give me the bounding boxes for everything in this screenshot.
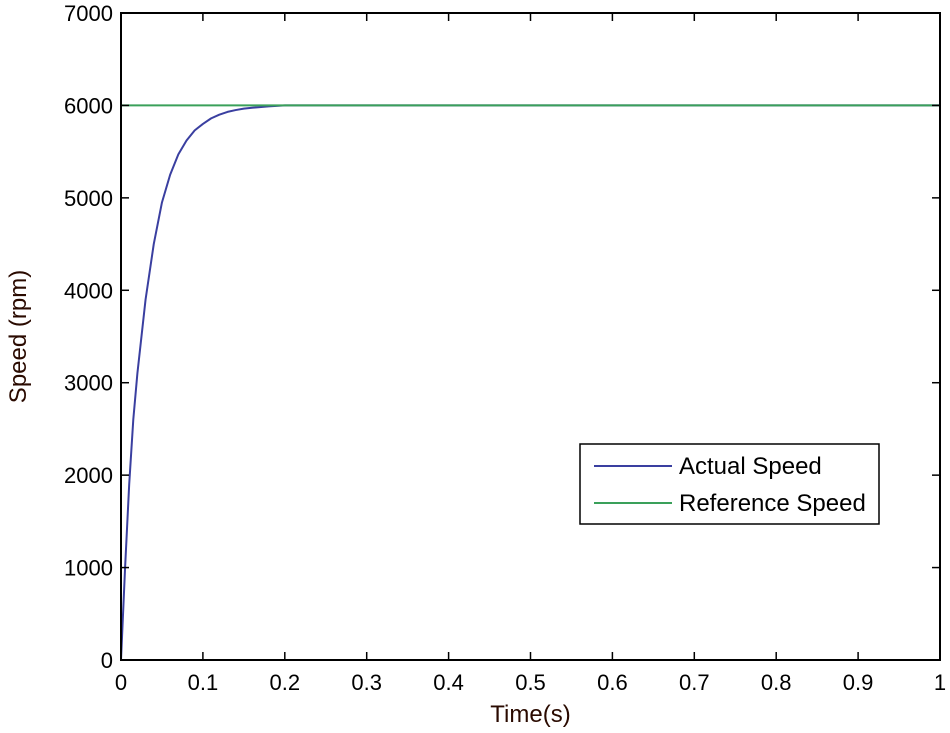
y-tick-label: 3000 bbox=[64, 371, 113, 396]
x-tick-label: 0.4 bbox=[433, 670, 464, 695]
y-tick-label: 0 bbox=[101, 648, 113, 673]
y-tick-label: 5000 bbox=[64, 186, 113, 211]
y-axis-label: Speed (rpm) bbox=[5, 270, 32, 403]
y-tick-label: 7000 bbox=[64, 1, 113, 26]
x-tick-label: 0.3 bbox=[351, 670, 382, 695]
x-tick-label: 1 bbox=[934, 670, 946, 695]
y-tick-label: 4000 bbox=[64, 278, 113, 303]
x-tick-label: 0.5 bbox=[515, 670, 546, 695]
x-tick-label: 0 bbox=[115, 670, 127, 695]
legend: Actual Speed Reference Speed bbox=[579, 443, 880, 525]
series-layer bbox=[120, 104, 941, 661]
x-tick-label: 0.1 bbox=[188, 670, 219, 695]
legend-label: Reference Speed bbox=[679, 490, 866, 517]
series-line-actual-speed bbox=[120, 104, 941, 661]
ticks-layer: 0 0.1 0.2 0.3 0.4 0.5 0.6 0.7 0.8 0.9 1 0 1000 2000 30… bbox=[64, 1, 946, 695]
legend-box bbox=[579, 443, 880, 525]
y-tick-label: 6000 bbox=[64, 93, 113, 118]
x-tick-label: 0.9 bbox=[843, 670, 874, 695]
x-tick-label: 0.7 bbox=[679, 670, 710, 695]
x-tick-label: 0.6 bbox=[597, 670, 628, 695]
y-tick-label: 1000 bbox=[64, 556, 113, 581]
x-axis-label: Time(s) bbox=[490, 701, 570, 728]
plot-frame bbox=[120, 12, 941, 661]
x-tick-label: 0.2 bbox=[270, 670, 301, 695]
legend-label: Actual Speed bbox=[679, 453, 822, 480]
x-tick-label: 0.8 bbox=[761, 670, 792, 695]
y-tick-label: 2000 bbox=[64, 463, 113, 488]
